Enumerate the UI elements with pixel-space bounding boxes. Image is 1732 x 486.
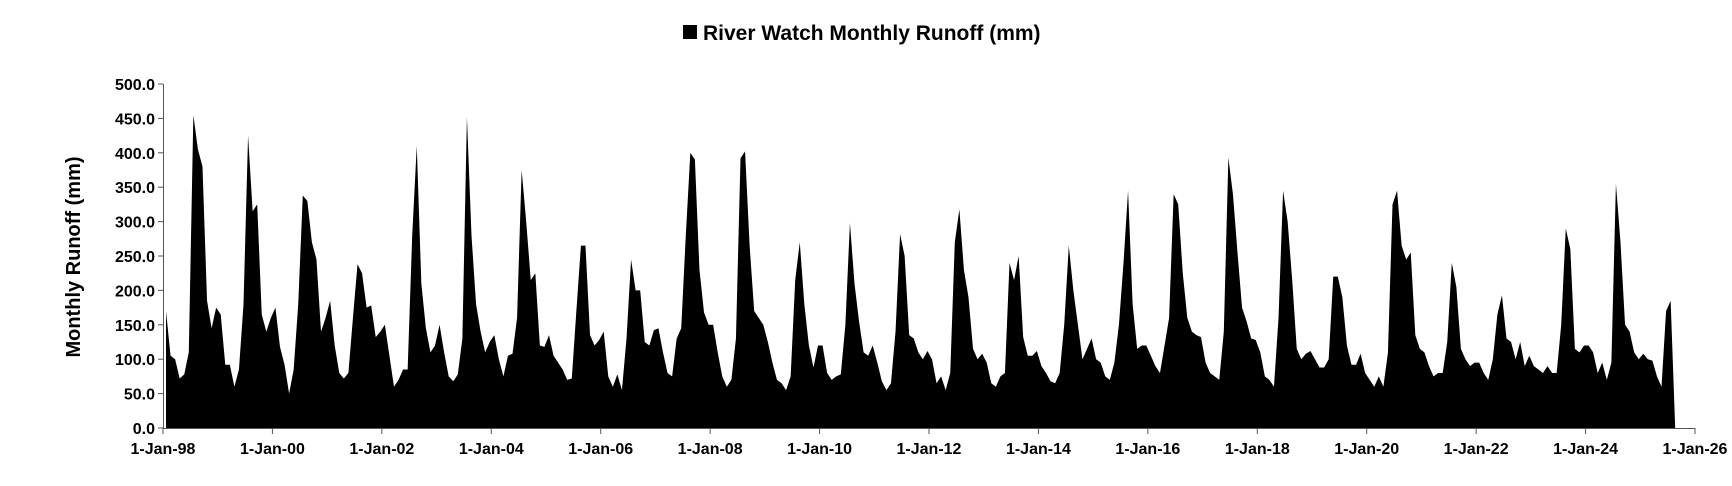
plot-area bbox=[166, 114, 1676, 429]
x-tick-label: 1-Jan-98 bbox=[131, 441, 196, 458]
x-tick-label: 1-Jan-00 bbox=[240, 441, 305, 458]
y-tick-label: 0.0 bbox=[133, 421, 155, 438]
legend-label: River Watch Monthly Runoff (mm) bbox=[703, 22, 1041, 45]
y-tick-label: 450.0 bbox=[115, 111, 155, 128]
x-tick-label: 1-Jan-10 bbox=[787, 441, 852, 458]
x-tick-label: 1-Jan-02 bbox=[349, 441, 414, 458]
x-tick-label: 1-Jan-18 bbox=[1225, 441, 1290, 458]
x-tick-label: 1-Jan-16 bbox=[1115, 441, 1180, 458]
y-tick-label: 200.0 bbox=[115, 283, 155, 300]
y-tick-label: 100.0 bbox=[115, 352, 155, 369]
legend-swatch bbox=[683, 25, 697, 39]
y-tick-label: 150.0 bbox=[115, 318, 155, 335]
y-tick-label: 400.0 bbox=[115, 146, 155, 163]
y-axis-label: Monthly Runoff (mm) bbox=[63, 156, 85, 357]
x-tick-label: 1-Jan-04 bbox=[459, 441, 524, 458]
x-tick-label: 1-Jan-14 bbox=[1006, 441, 1071, 458]
x-ticks: 1-Jan-98 1-Jan-00 1-Jan-02 1-Jan-04 1-Jan-06… bbox=[131, 428, 1728, 458]
x-tick-label: 1-Jan-20 bbox=[1334, 441, 1399, 458]
x-tick-label: 1-Jan-24 bbox=[1553, 441, 1618, 458]
x-tick-label: 1-Jan-22 bbox=[1444, 441, 1509, 458]
y-tick-label: 350.0 bbox=[115, 180, 155, 197]
legend: River Watch Monthly Runoff (mm) bbox=[683, 22, 1041, 45]
y-tick-label: 250.0 bbox=[115, 249, 155, 266]
y-tick-label: 500.0 bbox=[115, 77, 155, 94]
y-tick-label: 300.0 bbox=[115, 215, 155, 232]
y-ticks: 0.0 50.0 100.0 150.0 200.0 250.0 300.0 350.0 400… bbox=[115, 77, 163, 438]
series-area-0 bbox=[166, 114, 1676, 429]
x-tick-label: 1-Jan-06 bbox=[568, 441, 633, 458]
x-tick-label: 1-Jan-12 bbox=[897, 441, 962, 458]
x-tick-label: 1-Jan-08 bbox=[678, 441, 743, 458]
y-tick-label: 50.0 bbox=[124, 387, 155, 404]
x-tick-label: 1-Jan-26 bbox=[1663, 441, 1728, 458]
